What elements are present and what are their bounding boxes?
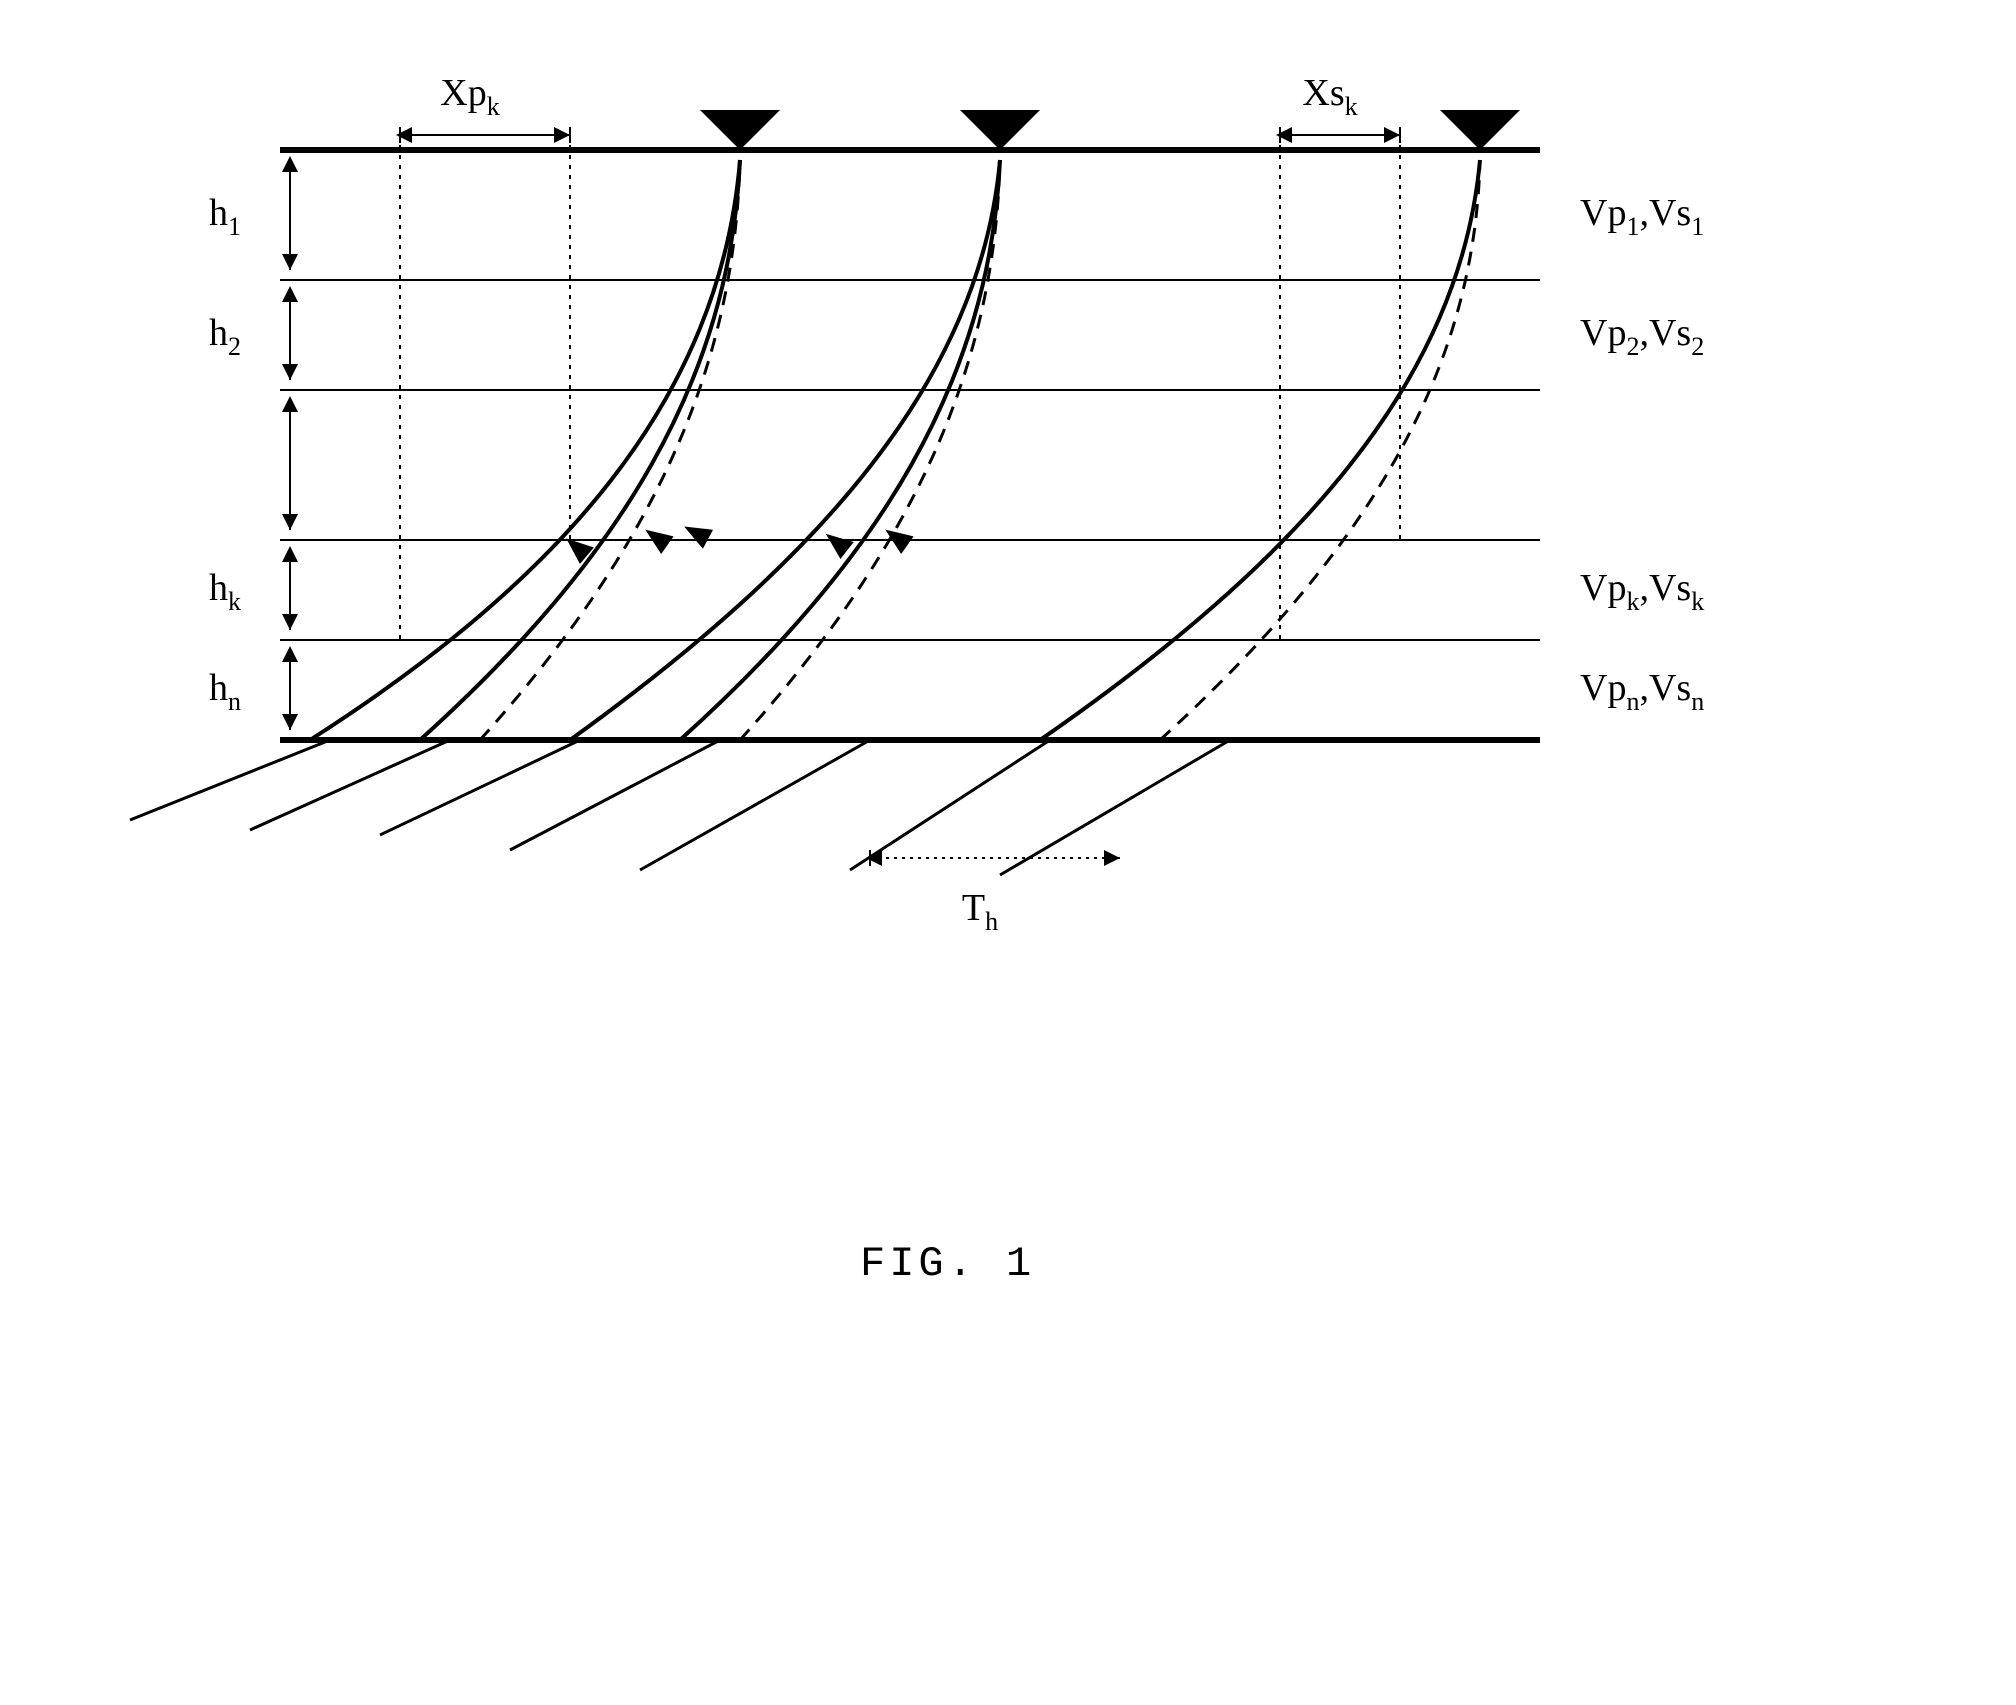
bottom-Th-label: Th <box>870 850 1120 936</box>
seismic-diagram: Xpk Xsk Th h1 h2 hk hn Vp1,Vs1 Vp2,Vs2 Vpk,Vsk… <box>0 0 2016 1700</box>
svg-text:Vpk,Vsk: Vpk,Vsk <box>1580 567 1704 616</box>
svg-text:h1: h1 <box>209 192 241 241</box>
top-offset-labels: Xpk Xsk <box>400 72 1400 143</box>
svg-text:Vpn,Vsn: Vpn,Vsn <box>1580 667 1704 716</box>
layer-lines <box>280 150 1540 740</box>
receivers <box>700 110 1520 150</box>
svg-text:hk: hk <box>209 567 241 616</box>
diagram-container: Xpk Xsk Th h1 h2 hk hn Vp1,Vs1 Vp2,Vs2 Vpk,Vsk… <box>0 0 2016 1700</box>
svg-text:Xpk: Xpk <box>440 72 499 121</box>
svg-text:Xsk: Xsk <box>1302 72 1357 121</box>
thickness-labels: h1 h2 hk hn <box>209 192 241 716</box>
svg-text:hn: hn <box>209 667 241 716</box>
svg-text:h2: h2 <box>209 312 241 361</box>
figure-caption: FIG. 1 <box>860 1240 1035 1288</box>
svg-text:Vp1,Vs1: Vp1,Vs1 <box>1580 192 1704 241</box>
vertical-dotted-lines <box>400 135 1400 640</box>
ray-paths <box>310 160 1480 740</box>
svg-text:Th: Th <box>962 887 998 936</box>
wavefront-lines <box>130 740 1230 875</box>
velocity-labels: Vp1,Vs1 Vp2,Vs2 Vpk,Vsk Vpn,Vsn <box>1580 192 1704 716</box>
svg-text:Vp2,Vs2: Vp2,Vs2 <box>1580 312 1704 361</box>
